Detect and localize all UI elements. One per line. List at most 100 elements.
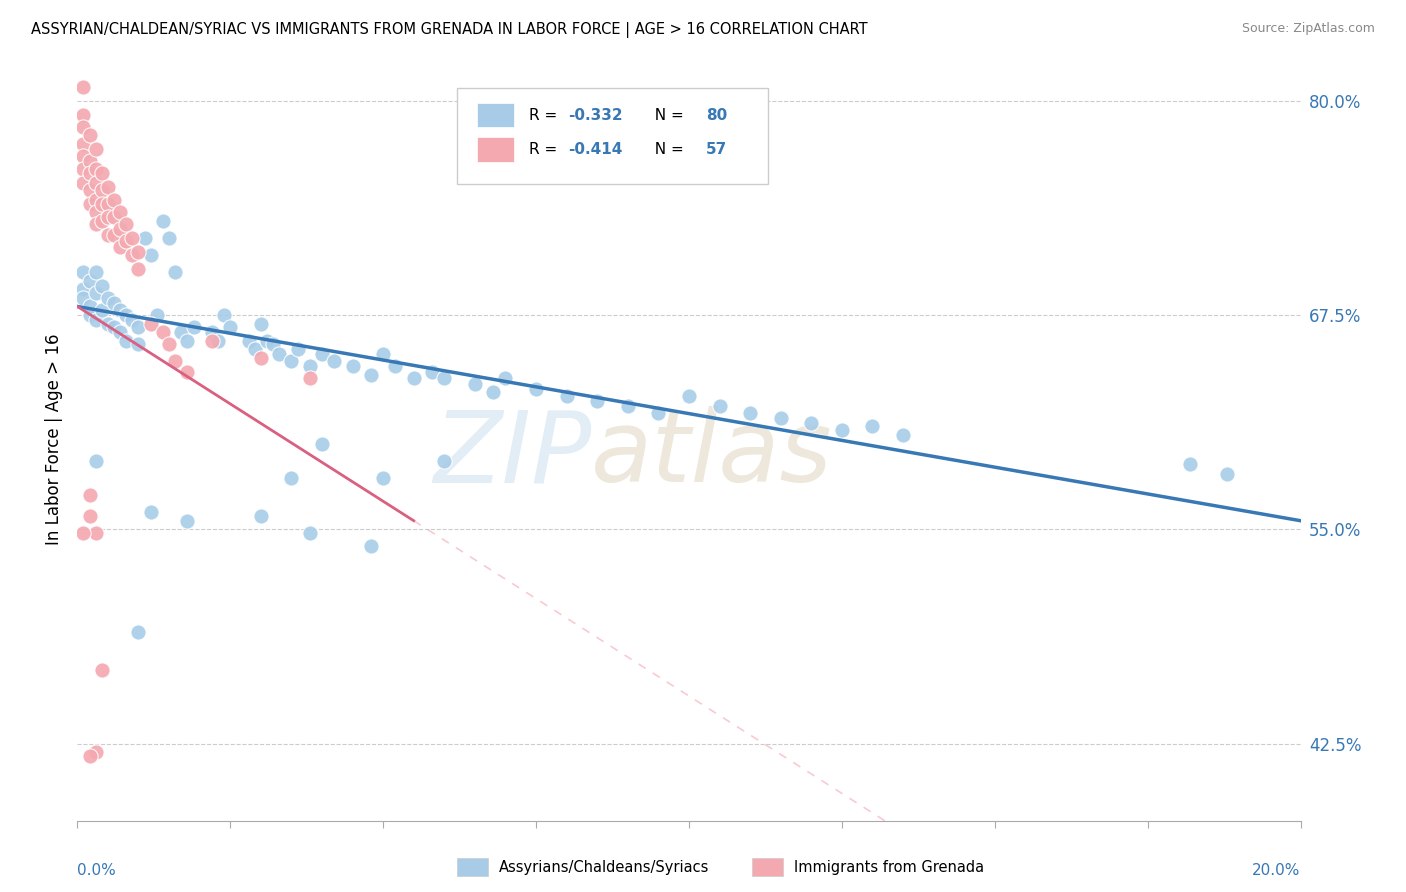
FancyBboxPatch shape (457, 88, 769, 184)
Point (108, 205, 131, 219)
Point (79, 183, 101, 197)
Text: Assyrians/Chaldeans/Syriacs: Assyrians/Chaldeans/Syriacs (499, 860, 710, 874)
Point (891, 428, 914, 442)
Point (127, 625, 149, 640)
Text: -0.414: -0.414 (568, 142, 623, 157)
Point (97, 196, 120, 211)
Point (72, 162, 94, 177)
Point (238, 334, 260, 348)
Point (769, 410, 792, 425)
Text: Immigrants from Grenada: Immigrants from Grenada (794, 860, 984, 874)
Point (72, 136, 94, 151)
Point (256, 334, 278, 348)
Point (97, 291, 120, 305)
Point (862, 419, 884, 434)
Point (72, 525, 94, 540)
Point (800, 416, 823, 430)
Text: N =: N = (645, 142, 689, 157)
Point (127, 261, 149, 276)
Point (84, 176, 107, 190)
Point (79, 196, 101, 211)
Point (524, 382, 547, 396)
Point (84, 265, 107, 279)
FancyBboxPatch shape (477, 137, 515, 161)
Point (342, 359, 364, 374)
Point (402, 371, 425, 385)
Point (555, 389, 578, 403)
Text: Source: ZipAtlas.com: Source: ZipAtlas.com (1241, 22, 1375, 36)
Point (371, 347, 394, 361)
Point (84, 162, 107, 177)
Point (103, 211, 125, 225)
Point (433, 454, 456, 468)
Point (165, 354, 187, 368)
Text: 0.0%: 0.0% (77, 863, 117, 878)
Point (250, 508, 273, 523)
Point (115, 334, 138, 348)
Point (72, 120, 94, 134)
Point (360, 540, 382, 554)
Point (72, 282, 94, 296)
Point (121, 313, 143, 327)
Point (134, 231, 156, 245)
Point (360, 368, 382, 382)
Point (79, 488, 101, 502)
Point (464, 376, 486, 391)
Point (97, 211, 120, 225)
Point (250, 351, 273, 365)
Point (207, 334, 229, 348)
Point (103, 320, 125, 334)
Point (84, 454, 107, 468)
Point (250, 317, 273, 331)
Point (90, 166, 112, 180)
Point (311, 347, 333, 361)
Point (323, 354, 346, 368)
Point (152, 214, 174, 228)
Point (146, 308, 169, 322)
Point (1180, 457, 1202, 471)
Point (420, 365, 443, 379)
Point (97, 179, 120, 194)
Point (103, 193, 125, 207)
Point (371, 471, 394, 485)
Point (90, 663, 112, 677)
Point (183, 320, 205, 334)
Point (108, 302, 131, 317)
Point (97, 317, 120, 331)
Point (495, 371, 517, 385)
Point (157, 231, 180, 245)
Text: 57: 57 (706, 142, 727, 157)
Point (287, 343, 309, 357)
Text: -0.332: -0.332 (568, 108, 623, 123)
Point (1216, 467, 1239, 482)
Point (72, 265, 94, 279)
Point (108, 239, 131, 253)
Point (243, 343, 266, 357)
Point (678, 389, 700, 403)
Point (298, 371, 321, 385)
Point (90, 302, 112, 317)
Text: R =: R = (529, 108, 562, 123)
Point (84, 313, 107, 327)
Point (84, 142, 107, 156)
Point (84, 525, 107, 540)
Point (90, 279, 112, 293)
Point (108, 325, 131, 339)
Point (84, 217, 107, 231)
Point (219, 320, 242, 334)
Point (617, 399, 640, 413)
Point (79, 508, 101, 523)
Point (433, 371, 456, 385)
Point (84, 193, 107, 207)
Point (384, 359, 406, 374)
Point (311, 436, 333, 450)
Point (84, 285, 107, 300)
Point (84, 205, 107, 219)
Point (115, 235, 138, 249)
Point (108, 222, 131, 236)
Point (72, 107, 94, 121)
Point (212, 308, 235, 322)
Point (72, 291, 94, 305)
Text: atlas: atlas (591, 406, 832, 503)
Point (139, 317, 162, 331)
